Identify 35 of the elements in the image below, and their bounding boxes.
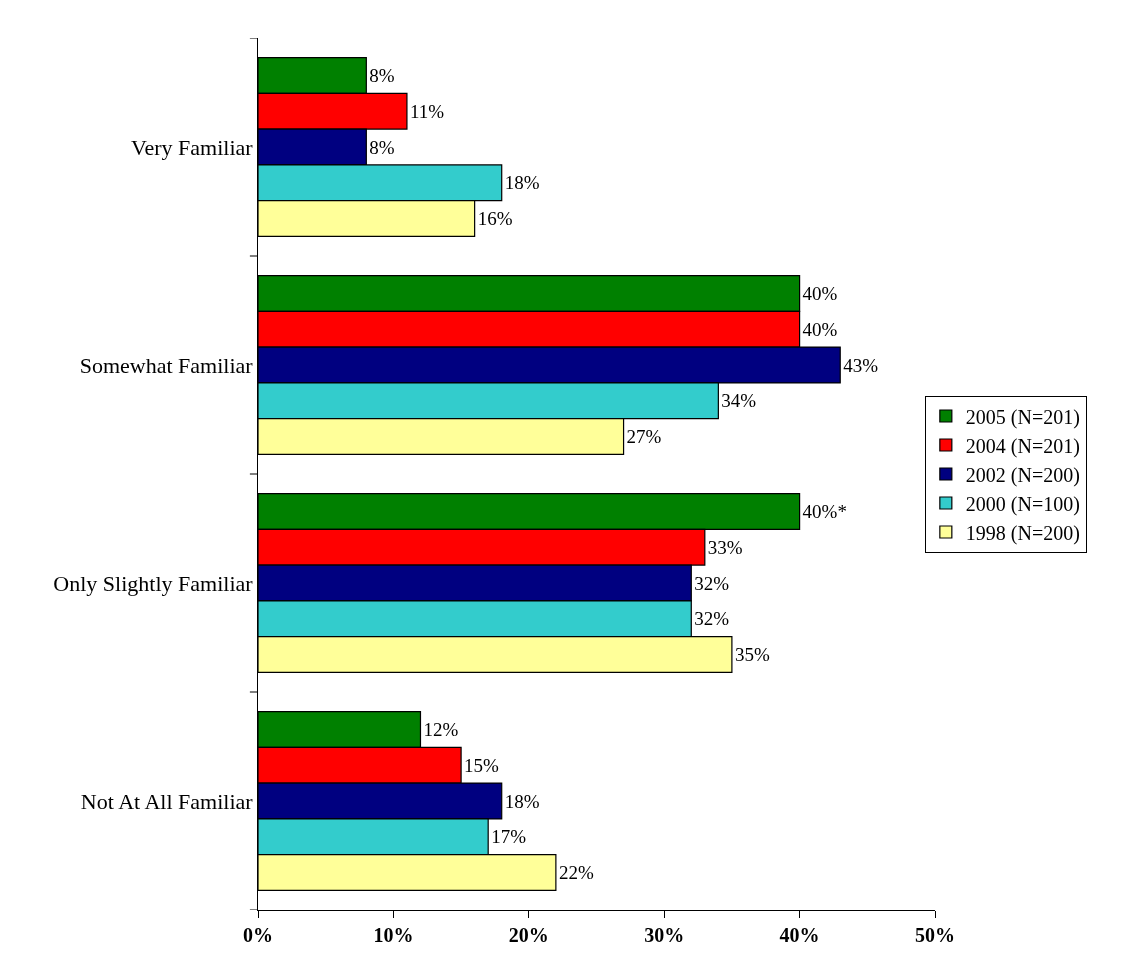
data-label: 40% bbox=[802, 282, 838, 304]
legend-label: 2004 (N=201) bbox=[965, 434, 1080, 458]
data-label: 40%* bbox=[802, 500, 847, 522]
data-label: 43% bbox=[843, 354, 879, 376]
y-tick-label: Somewhat Familiar bbox=[79, 352, 254, 378]
y-tick-label: Only Slightly Familiar bbox=[53, 570, 254, 596]
legend-label: 2005 (N=201) bbox=[965, 405, 1080, 429]
data-label: 35% bbox=[734, 644, 770, 666]
legend-label: 2000 (N=100) bbox=[965, 492, 1080, 516]
data-label: 40% bbox=[802, 318, 838, 340]
data-label: 33% bbox=[707, 536, 743, 558]
x-tick-label: 20% bbox=[508, 924, 549, 946]
y-tick-label: Very Familiar bbox=[131, 134, 254, 160]
data-label: 15% bbox=[464, 754, 500, 776]
x-tick-label: 50% bbox=[915, 924, 955, 946]
x-tick-label: 30% bbox=[644, 924, 685, 946]
data-label: 27% bbox=[626, 426, 662, 448]
data-label: 18% bbox=[504, 172, 540, 194]
data-label: 32% bbox=[694, 572, 730, 594]
data-label: 32% bbox=[694, 608, 730, 630]
legend-label: 2002 (N=200) bbox=[965, 463, 1080, 487]
legend-label: 1998 (N=200) bbox=[965, 521, 1080, 545]
data-label: 8% bbox=[369, 136, 395, 158]
data-label: 8% bbox=[369, 64, 395, 86]
x-tick-label: 40% bbox=[779, 924, 820, 946]
data-label: 22% bbox=[558, 862, 594, 884]
data-label: 11% bbox=[409, 100, 445, 122]
data-label: 12% bbox=[423, 718, 459, 740]
x-tick-label: 0% bbox=[243, 924, 273, 946]
x-tick-label: 10% bbox=[373, 924, 414, 946]
data-label: 17% bbox=[491, 826, 527, 848]
y-tick-label: Not At All Familiar bbox=[80, 788, 254, 814]
data-label: 34% bbox=[721, 390, 757, 412]
data-label: 16% bbox=[477, 208, 513, 230]
data-label: 18% bbox=[504, 790, 540, 812]
